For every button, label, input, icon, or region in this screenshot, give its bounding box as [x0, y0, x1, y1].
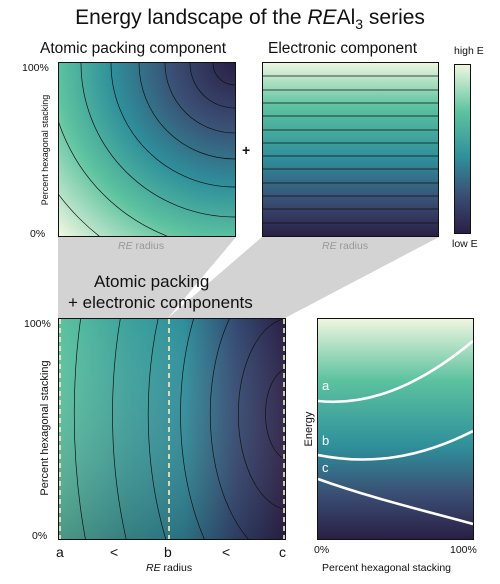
bl-marker-lt1: < — [110, 544, 119, 560]
projection-funnel — [58, 237, 439, 318]
electronic-contours — [263, 75, 438, 224]
combined-contour-6 — [73, 319, 86, 539]
combined-contour-2 — [209, 319, 249, 539]
combined-contour-4 — [147, 319, 167, 539]
combined-panel — [58, 318, 286, 540]
electronic-bands-svg — [263, 63, 438, 236]
bl-ytick-top: 100% — [24, 318, 51, 330]
electronic-heading: Electronic component — [268, 40, 418, 57]
bl-marker-c: c — [279, 544, 286, 560]
combined-contour-5 — [112, 319, 127, 539]
bl-y-axis-label: Percent hexagonal stacking — [39, 360, 51, 496]
combined-contour-1 — [237, 319, 285, 510]
title-subscript: 3 — [355, 16, 364, 33]
bl-marker-a: a — [56, 544, 64, 560]
combined-heading-line1: Atomic packing — [94, 272, 210, 291]
colorbar-low-label: low E — [452, 238, 478, 250]
br-y-axis-label: Energy — [303, 411, 315, 447]
br-xtick-right: 100% — [450, 544, 477, 556]
colorbar — [454, 64, 471, 234]
funnel-right — [168, 237, 439, 318]
energy-curves-svg — [318, 319, 473, 539]
bl-x-axis-label-rest: radius — [160, 562, 193, 574]
compound-markers — [59, 319, 285, 539]
tl-ytick-bottom: 0% — [30, 228, 46, 240]
atomic-packing-fill — [59, 63, 235, 236]
atomic-packing-heading: Atomic packing component — [40, 40, 227, 57]
title-text-al: Al — [336, 6, 356, 29]
atomic-packing-panel — [58, 62, 236, 237]
tl-ytick-top: 100% — [22, 62, 49, 74]
colorbar-high-label: high E — [454, 45, 484, 57]
title-text-re: RE — [307, 6, 337, 29]
electronic-fill — [263, 63, 438, 236]
title-text-post: series — [363, 6, 425, 29]
curve-label-c: c — [322, 460, 329, 475]
title-text-pre: Energy landscape of the — [75, 6, 308, 29]
figure-title: Energy landscape of the REAl3 series — [0, 6, 500, 32]
plus-sign: + — [242, 142, 251, 158]
atomic-packing-contour-svg — [59, 63, 235, 236]
combined-contour-0 — [265, 368, 285, 460]
bl-marker-lt2: < — [222, 544, 231, 560]
curve-label-a: a — [322, 378, 330, 393]
bl-x-axis-label-re: RE — [146, 562, 161, 574]
energy-curve-c — [318, 477, 473, 526]
energy-curve-a — [318, 339, 473, 404]
energy-curve-b — [318, 429, 473, 461]
bl-ytick-bottom: 0% — [32, 530, 48, 542]
bl-marker-b: b — [164, 544, 172, 560]
combined-contours — [73, 319, 285, 539]
br-x-axis-label: Percent hexagonal stacking — [322, 562, 451, 574]
energy-plot-fill — [318, 319, 473, 539]
combined-heading-line2: + electronic components — [68, 293, 253, 312]
funnel-left — [58, 237, 236, 318]
electronic-panel — [262, 62, 439, 237]
combined-contour-svg — [59, 319, 285, 539]
br-xtick-left: 0% — [314, 544, 330, 556]
combined-shade — [59, 319, 285, 539]
curve-label-b: b — [322, 433, 330, 448]
bl-x-axis-label: RE radius — [146, 562, 192, 574]
combined-contour-3 — [180, 319, 205, 539]
energy-plot-panel — [317, 318, 474, 540]
